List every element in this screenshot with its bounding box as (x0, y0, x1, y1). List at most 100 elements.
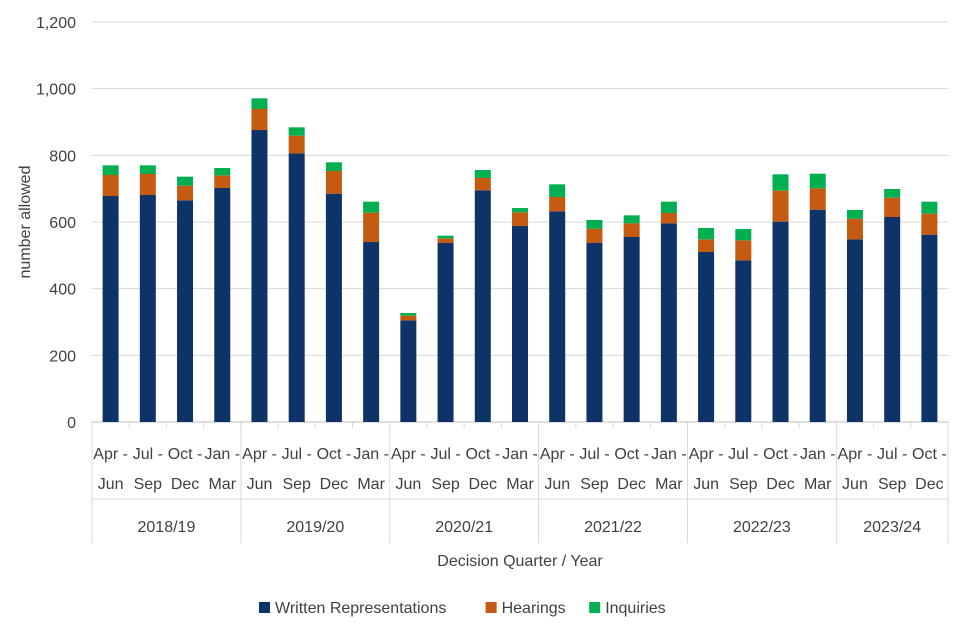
bar-hearings (921, 213, 938, 235)
bar-hearings (549, 197, 566, 212)
bar-written-representations (400, 320, 417, 422)
bar-written-representations (623, 237, 640, 422)
x-tick-label-line2: Mar (357, 476, 385, 493)
legend-label: Hearings (502, 600, 566, 617)
year-label: 2022/23 (733, 519, 791, 536)
x-tick-label-line2: Jun (842, 476, 868, 493)
bar-hearings (400, 315, 417, 321)
x-tick-label-line2: Mar (804, 476, 832, 493)
x-tick-label-line2: Sep (729, 476, 758, 493)
legend-swatch (485, 602, 497, 613)
x-tick-label-line1: Apr - (838, 446, 873, 463)
x-tick-label-line2: Jun (544, 476, 570, 493)
x-tick-label-line2: Dec (171, 476, 199, 493)
x-tick-label-line2: Sep (878, 476, 907, 493)
x-tick-label-line1: Oct - (465, 446, 500, 463)
bar-inquiries (139, 165, 156, 174)
x-tick-label-line1: Oct - (614, 446, 649, 463)
bar-written-representations (772, 221, 789, 422)
bar-written-representations (214, 188, 231, 422)
bar-hearings (660, 213, 677, 224)
bar-hearings (177, 185, 194, 201)
year-label: 2020/21 (435, 519, 493, 536)
bar-hearings (102, 175, 119, 196)
bar-hearings (437, 238, 454, 243)
x-tick-label-line1: Apr - (93, 446, 128, 463)
x-tick-label-line1: Jan - (353, 446, 389, 463)
bar-written-representations (586, 243, 603, 422)
x-tick-label-line2: Jun (247, 476, 273, 493)
year-label: 2018/19 (138, 519, 196, 536)
bar-hearings (139, 174, 156, 195)
bar-written-representations (698, 252, 715, 422)
bar-written-representations (177, 200, 194, 422)
x-tick-label-line2: Dec (915, 476, 943, 493)
y-tick-label: 600 (49, 215, 76, 232)
bar-inquiries (512, 208, 528, 213)
bar-hearings (698, 239, 715, 252)
bar-hearings (363, 212, 380, 242)
bar-inquiries (251, 98, 268, 109)
bar-hearings (214, 175, 231, 188)
bar-hearings (586, 228, 603, 243)
x-tick-label-line1: Oct - (912, 446, 947, 463)
x-tick-label-line2: Mar (655, 476, 683, 493)
x-tick-label-line1: Jul - (579, 446, 609, 463)
bar-inquiries (623, 215, 640, 224)
bar-hearings (623, 223, 640, 237)
bar-inquiries (288, 127, 305, 136)
x-tick-label-line1: Jul - (877, 446, 907, 463)
x-tick-label-line1: Apr - (391, 446, 426, 463)
x-tick-label-line2: Dec (469, 476, 497, 493)
bar-hearings (846, 218, 863, 240)
x-tick-label-line2: Sep (282, 476, 311, 493)
bar-hearings (512, 212, 528, 226)
bar-written-representations (846, 239, 863, 422)
bar-written-representations (921, 234, 938, 422)
bar-hearings (288, 135, 305, 154)
x-axis-title: Decision Quarter / Year (437, 553, 603, 570)
x-tick-label-line1: Oct - (317, 446, 352, 463)
year-label: 2023/24 (863, 519, 921, 536)
x-tick-label-line2: Jun (693, 476, 719, 493)
bar-hearings (251, 109, 268, 130)
legend-label: Inquiries (605, 600, 665, 617)
bar-inquiries (177, 176, 194, 186)
bar-inquiries (586, 220, 603, 229)
bar-hearings (735, 240, 752, 261)
x-tick-label-line1: Jul - (430, 446, 460, 463)
bar-written-representations (809, 209, 826, 422)
bar-written-representations (325, 193, 342, 422)
x-tick-label-line1: Jul - (282, 446, 312, 463)
x-tick-label-line2: Mar (208, 476, 236, 493)
x-tick-label-line2: Jun (98, 476, 124, 493)
bar-written-representations (660, 223, 677, 422)
bar-hearings (809, 188, 826, 210)
x-tick-label-line1: Jan - (651, 446, 687, 463)
bar-written-representations (251, 130, 268, 422)
year-label: 2019/20 (286, 519, 344, 536)
x-tick-label-line1: Apr - (242, 446, 277, 463)
y-tick-label: 800 (49, 148, 76, 165)
bar-written-representations (735, 260, 752, 422)
y-tick-label: 0 (67, 415, 76, 432)
y-tick-label: 1,200 (36, 15, 76, 32)
y-axis-ticks: 0 200 400 600 800 1,000 1,200 (36, 15, 76, 432)
bar-inquiries (698, 228, 715, 240)
x-tick-label-line1: Oct - (763, 446, 798, 463)
x-tick-label-line1: Apr - (689, 446, 724, 463)
bar-inquiries (735, 229, 752, 241)
bar-written-representations (288, 153, 305, 423)
bar-inquiries (102, 165, 119, 175)
x-tick-label-line2: Dec (320, 476, 348, 493)
x-tick-label-line1: Apr - (540, 446, 575, 463)
bar-written-representations (363, 242, 380, 422)
bar-hearings (884, 197, 901, 217)
bar-inquiries (363, 201, 380, 213)
bar-hearings (772, 190, 789, 222)
legend-label: Written Representations (275, 600, 446, 617)
x-tick-label-line2: Sep (134, 476, 163, 493)
x-tick-label-line2: Dec (617, 476, 645, 493)
bar-inquiries (437, 235, 454, 239)
